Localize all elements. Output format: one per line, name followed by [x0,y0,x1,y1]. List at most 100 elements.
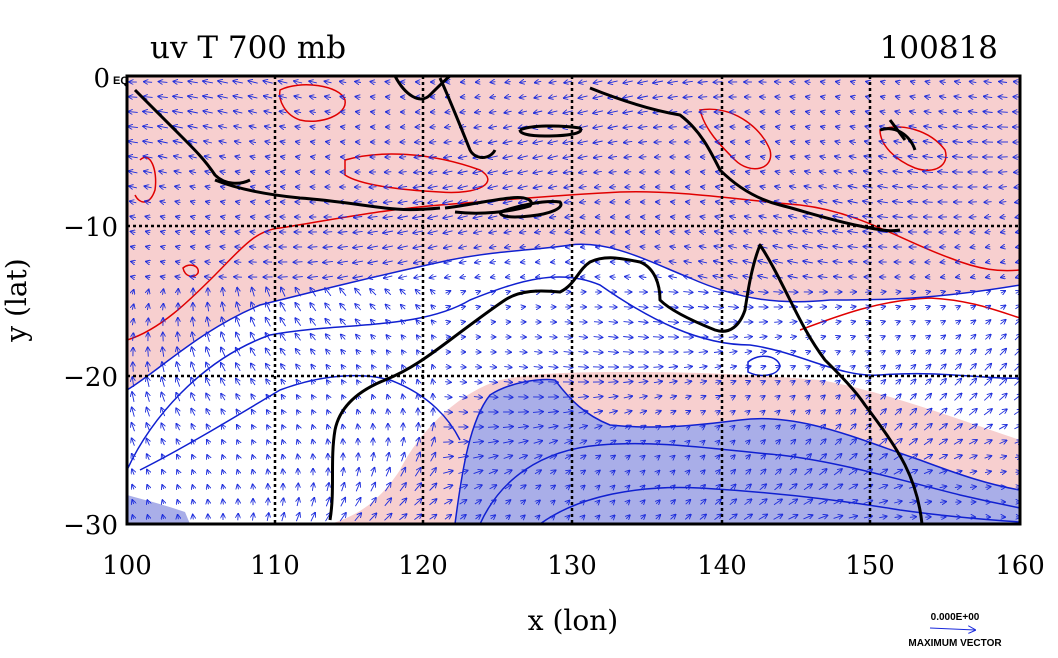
wind-vector [281,172,285,173]
wind-vector [341,127,345,128]
wind-vector [761,127,765,128]
wind-vector [503,397,512,398]
wind-vector [341,112,346,113]
wind-vector [294,262,303,263]
wind-vector [701,202,705,203]
wind-vector [266,187,270,188]
x-tick-label: 140 [697,551,747,581]
wind-vector [489,397,498,398]
wind-vector [653,337,663,338]
wind-vector [144,82,152,83]
wind-vector [908,217,917,218]
wind-vector [941,277,945,278]
wind-vector [400,157,406,158]
wind-vector [669,292,678,293]
wind-vector [774,322,782,323]
x-tick-label: 150 [845,551,895,581]
y-tick-label: 0 [93,64,110,94]
y-tick-label: −10 [63,213,118,243]
wind-vector [328,468,329,475]
wind-vector [356,112,360,113]
wind-vector [445,382,451,383]
wind-vector [311,157,315,158]
wind-vector [193,515,194,520]
wind-vector [549,337,556,338]
wind-vector [235,247,241,248]
y-tick-label: −20 [63,363,118,393]
wind-vector [910,517,916,518]
wind-vector [956,277,960,278]
wind-vector [625,172,631,173]
wind-vector [941,262,946,263]
wind-vector [148,347,149,356]
wind-vector [775,82,781,83]
wind-vector [490,367,497,368]
wind-vector [790,82,796,83]
wind-vector [998,112,1008,113]
wind-vector [533,382,542,383]
wind-vector [250,247,256,248]
x-tick-label: 100 [102,551,152,581]
wind-vector [444,412,452,413]
wind-vector [686,217,691,218]
y-tick-labels: 0 −10 −20 −30 [63,64,118,541]
wind-vector [654,142,661,143]
wind-vector [608,382,618,383]
wind-vector [298,484,299,491]
wind-vector [623,352,633,353]
wind-vector [266,217,271,218]
wind-vector [581,217,586,218]
wind-vector [776,112,781,113]
wind-vector [460,382,466,383]
wind-vector [566,292,571,293]
wind-vector [640,157,647,158]
x-tick-labels: 100 110 120 130 140 150 160 [102,551,1045,581]
wind-vector [403,409,404,415]
wind-vector [520,352,527,353]
wind-vector [445,397,452,398]
wind-vector [343,439,344,445]
wind-vector [385,172,392,173]
wind-vector [761,142,765,143]
wind-vector [178,289,179,295]
wind-vector [776,127,780,128]
y-tick-label: −30 [63,511,118,541]
wind-vector [999,172,1008,173]
wind-vector [281,187,285,188]
wind-vector [684,112,692,113]
wind-vector [985,487,990,488]
vector-key-value: 0.000E+00 [931,612,980,623]
wind-vector [430,127,435,128]
wind-vector [235,262,242,263]
wind-vector [773,292,782,293]
y-axis-label: y (lat) [0,258,33,342]
wind-vector [354,202,361,203]
wind-vector [624,307,632,308]
wind-vector [641,247,646,248]
wind-vector [716,187,720,188]
wind-vector [729,337,737,338]
wind-vector [984,187,992,188]
wind-vector [955,247,960,248]
corner-label: EQ [113,75,129,87]
wind-vector [506,277,510,278]
wind-vector [433,394,434,400]
wind-vector [309,247,318,248]
wind-vector [521,262,526,263]
wind-vector [610,187,616,188]
x-tick-label: 130 [547,551,597,581]
wind-vector [251,217,255,218]
wind-vector [820,307,827,308]
wind-vector [699,97,707,98]
wind-vector [595,202,600,203]
wind-vector [339,217,347,218]
wind-vector [849,277,857,278]
x-tick-label: 160 [995,551,1045,581]
wind-vector [266,202,270,203]
vector-key-label: MAXIMUM VECTOR [908,638,1002,649]
wind-vector [251,202,255,203]
wind-vector [566,232,571,233]
wind-vector [610,277,615,278]
wind-vector [938,187,948,188]
